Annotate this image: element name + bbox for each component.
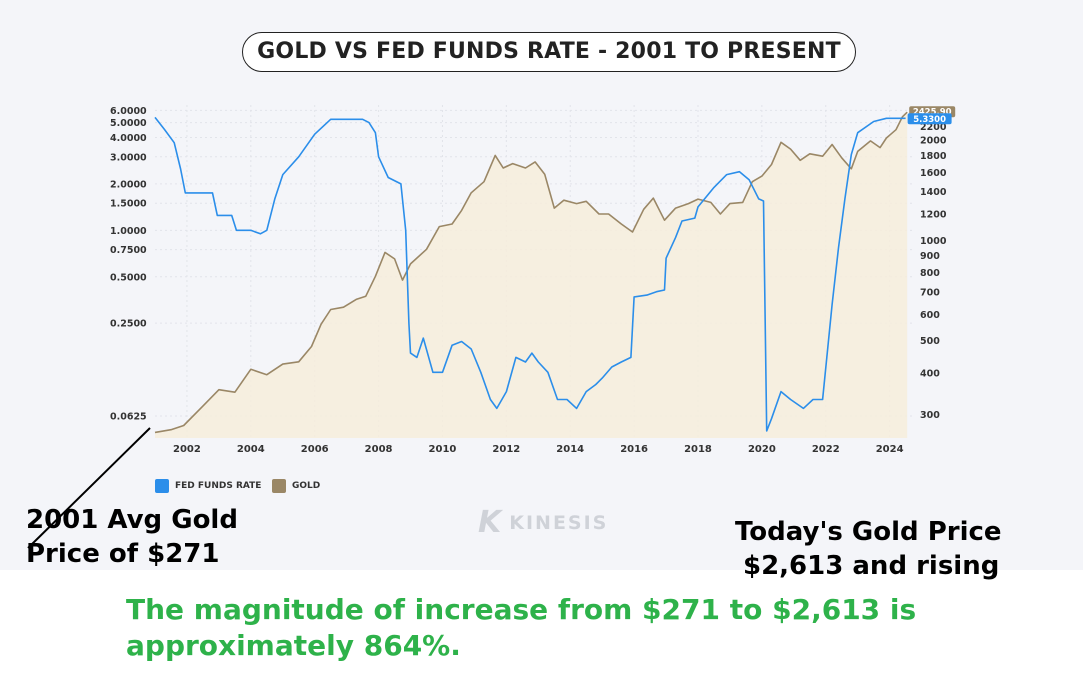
chart-title: GOLD VS FED FUNDS RATE - 2001 TO PRESENT: [242, 32, 856, 72]
annotation-2001-price: 2001 Avg Gold Price of $271: [26, 503, 238, 571]
gold-end-label: 2425.90: [913, 108, 952, 118]
legend-gold: GOLD: [272, 478, 320, 494]
annotation-pointer: [27, 427, 151, 549]
right-tick-label: 1200: [920, 210, 947, 221]
left-tick-label: 0.0625: [110, 412, 147, 423]
right-tick-label: 2200: [920, 122, 947, 133]
x-tick-label: 2014: [556, 444, 584, 455]
right-tick-label: 1400: [920, 187, 947, 198]
x-tick-label: 2024: [876, 444, 904, 455]
annotation-2001-line1: 2001 Avg Gold: [26, 505, 238, 535]
right-tick-label: 400: [920, 368, 940, 379]
legend-gold-swatch: [272, 479, 286, 493]
right-tick-label: 700: [920, 287, 940, 298]
x-tick-label: 2004: [237, 444, 265, 455]
gold-price-line: [154, 111, 908, 434]
legend-fed-swatch: [155, 479, 169, 493]
x-tick-label: 2010: [429, 444, 457, 455]
left-tick-label: 6.0000: [110, 106, 147, 117]
left-tick-label: 3.0000: [110, 152, 147, 163]
left-tick-label: 0.2500: [110, 319, 147, 330]
x-tick-label: 2006: [301, 444, 329, 455]
kinesis-logo-icon: K: [478, 505, 502, 540]
right-tick-label: 600: [920, 310, 940, 321]
conclusion-line2: approximately 864%.: [126, 629, 461, 662]
fed-end-badge: [907, 113, 952, 125]
left-tick-label: 1.5000: [110, 199, 147, 210]
fed-funds-rate-line: [154, 116, 906, 432]
annotation-today-price: Today's Gold Price $2,613 and rising: [735, 515, 1055, 583]
right-tick-label: 1600: [920, 168, 947, 179]
x-tick-label: 2016: [620, 444, 648, 455]
x-tick-label: 2018: [684, 444, 712, 455]
right-tick-label: 300: [920, 410, 940, 421]
left-tick-label: 1.0000: [110, 226, 147, 237]
right-tick-label: 1000: [920, 236, 947, 247]
x-tick-label: 2012: [492, 444, 520, 455]
left-tick-label: 4.0000: [110, 133, 147, 144]
legend-fed-label: FED FUNDS RATE: [175, 481, 262, 491]
left-tick-label: 2.0000: [110, 179, 147, 190]
left-tick-label: 0.5000: [110, 272, 147, 283]
annotation-2001-line2: Price of $271: [26, 539, 220, 569]
legend-fed: FED FUNDS RATE: [155, 478, 261, 494]
x-tick-label: 2020: [748, 444, 776, 455]
right-tick-label: 500: [920, 336, 940, 347]
gold-area-fill: [155, 112, 908, 438]
x-tick-label: 2022: [812, 444, 840, 455]
right-tick-label: 1800: [920, 151, 947, 162]
left-tick-label: 5.0000: [110, 118, 147, 129]
right-tick-label: 900: [920, 251, 940, 262]
annotation-today-line1: Today's Gold Price: [735, 517, 1002, 547]
right-tick-label: 2000: [920, 136, 947, 147]
kinesis-watermark: K KINESIS: [478, 505, 608, 540]
legend-gold-label: GOLD: [292, 481, 321, 491]
x-tick-label: 2008: [365, 444, 393, 455]
annotation-today-line2: $2,613 and rising: [743, 551, 1000, 581]
x-tick-label: 2002: [173, 444, 201, 455]
annotation-pointer-line: [27, 427, 151, 549]
watermark-text: KINESIS: [509, 511, 609, 534]
conclusion-line1: The magnitude of increase from $271 to $…: [126, 593, 917, 626]
chart-plot: 2002 2004 2006 2008 2010 2012 2014 2016 2018 2020…: [110, 105, 956, 455]
fed-end-label: 5.3300: [913, 115, 946, 125]
left-tick-label: 0.7500: [110, 245, 147, 256]
right-tick-label: 800: [920, 268, 940, 279]
conclusion-text: The magnitude of increase from $271 to $…: [126, 592, 1026, 664]
